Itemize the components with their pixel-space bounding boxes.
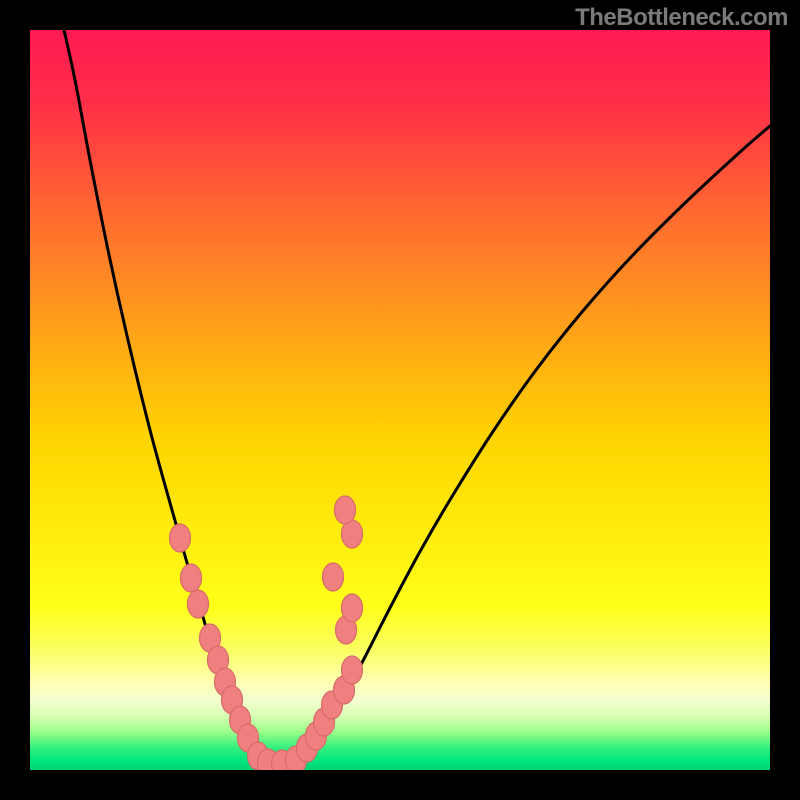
marker-left [181,564,202,592]
chart-stage: TheBottleneck.com [0,0,800,800]
chart-svg [0,0,800,800]
marker-right [335,496,356,524]
marker-right [342,594,363,622]
marker-left [170,524,191,552]
marker-right [323,563,344,591]
marker-left [188,590,209,618]
marker-right [342,656,363,684]
